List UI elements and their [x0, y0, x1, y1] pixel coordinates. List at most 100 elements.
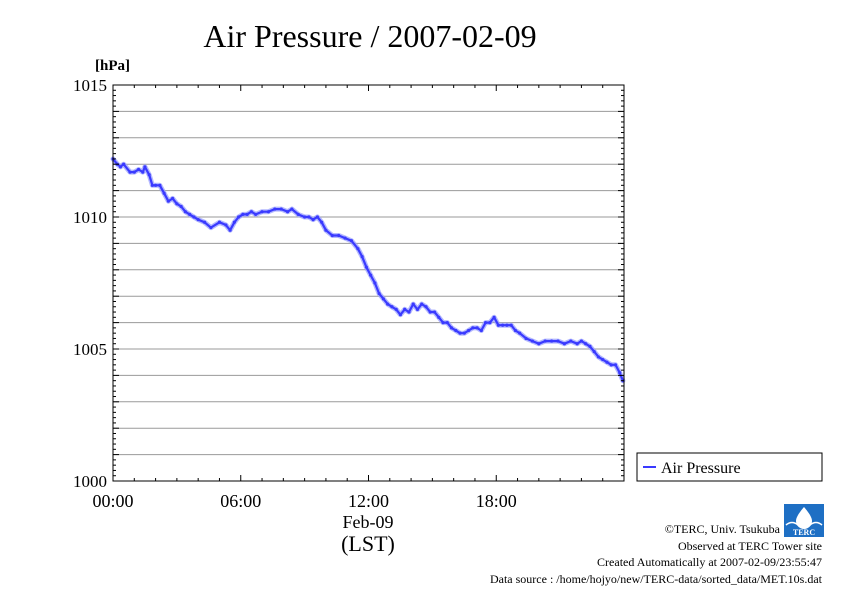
data-point — [415, 307, 420, 311]
data-point — [349, 239, 354, 243]
data-point — [179, 204, 183, 209]
data-point — [496, 323, 500, 327]
created-timestamp-text: Created Automatically at 2007-02-09/23:5… — [597, 555, 822, 569]
plot-frame — [112, 84, 625, 482]
data-point — [569, 339, 573, 343]
data-point — [266, 210, 271, 214]
copyright-text: ©TERC, Univ. Tsukuba — [665, 522, 781, 536]
data-point — [518, 331, 522, 335]
data-point — [579, 339, 584, 343]
data-point — [175, 202, 179, 206]
data-point — [420, 302, 424, 306]
y-tick-label: 1010 — [73, 208, 107, 227]
data-point — [441, 321, 445, 325]
data-point — [524, 336, 528, 341]
data-point — [132, 170, 136, 174]
data-point — [237, 215, 241, 219]
data-point — [458, 331, 462, 335]
data-point — [141, 170, 145, 174]
data-point — [136, 167, 141, 172]
x-tick-label: 12:00 — [348, 491, 389, 511]
data-point — [188, 212, 192, 216]
data-point — [356, 247, 360, 251]
data-source-text: Data source : /home/hojyo/new/TERC-data/… — [490, 572, 823, 586]
y-tick-label: 1015 — [73, 76, 107, 95]
data-point — [550, 339, 554, 343]
observed-site-text: Observed at TERC Tower site — [678, 539, 822, 553]
data-point — [162, 191, 166, 195]
data-point — [377, 291, 381, 296]
data-point — [424, 305, 428, 309]
data-point — [296, 212, 300, 216]
y-tick-label: 1005 — [73, 340, 107, 359]
data-point — [484, 321, 488, 325]
water-drop-icon — [796, 507, 812, 529]
data-point — [260, 210, 264, 214]
data-point — [618, 371, 622, 375]
data-point — [337, 233, 341, 238]
series-layer — [110, 156, 626, 384]
data-point — [192, 215, 196, 219]
data-point — [537, 342, 541, 346]
data-point — [285, 210, 290, 214]
data-point — [588, 344, 592, 348]
data-point — [122, 162, 126, 166]
data-point — [290, 207, 294, 211]
data-point — [303, 215, 307, 219]
data-point — [232, 220, 236, 224]
data-point — [171, 196, 175, 201]
data-point — [509, 323, 513, 327]
data-point — [360, 255, 364, 259]
data-point — [605, 360, 609, 364]
data-point — [364, 265, 368, 269]
data-point — [307, 215, 311, 219]
logo-wave-icon — [785, 521, 823, 529]
data-point — [324, 228, 328, 232]
terc-logo: TERC — [784, 504, 824, 537]
x-tick-label: 00:00 — [92, 491, 133, 511]
data-point — [428, 310, 432, 314]
data-point — [501, 323, 505, 327]
data-point — [241, 212, 245, 216]
data-point — [562, 342, 566, 346]
data-point — [249, 210, 253, 214]
data-point — [209, 225, 213, 230]
data-point — [462, 331, 466, 335]
data-point — [315, 215, 319, 219]
grid-lines — [113, 110, 624, 456]
legend-box — [636, 452, 823, 482]
data-point — [513, 328, 518, 333]
data-point — [224, 223, 228, 227]
data-point — [505, 323, 509, 327]
data-point — [279, 207, 283, 211]
data-point — [394, 307, 398, 311]
data-point — [556, 339, 560, 343]
data-point — [373, 281, 377, 285]
data-point — [454, 328, 458, 333]
data-point — [475, 326, 479, 330]
data-point — [407, 310, 411, 314]
y-unit-label: [hPa] — [95, 58, 130, 74]
y-axis: 1000 1005 1010 1015 — [73, 76, 624, 491]
data-point — [245, 212, 249, 216]
data-point — [488, 321, 492, 325]
data-point — [166, 199, 170, 203]
data-point — [601, 357, 605, 362]
data-point — [311, 218, 315, 222]
data-point — [592, 350, 596, 354]
data-point — [273, 207, 277, 211]
data-point — [613, 363, 618, 367]
data-point — [492, 315, 496, 319]
data-point — [449, 326, 454, 330]
data-point — [153, 183, 158, 187]
data-point — [479, 328, 483, 333]
legend-label-air-pressure: Air Pressure — [661, 460, 741, 477]
y-tick-label: 1000 — [73, 472, 107, 491]
x-tick-label: 06:00 — [220, 491, 261, 511]
data-point — [202, 220, 207, 224]
data-point — [128, 170, 132, 174]
data-point — [432, 310, 437, 314]
data-point — [596, 355, 601, 359]
data-point — [403, 307, 407, 311]
